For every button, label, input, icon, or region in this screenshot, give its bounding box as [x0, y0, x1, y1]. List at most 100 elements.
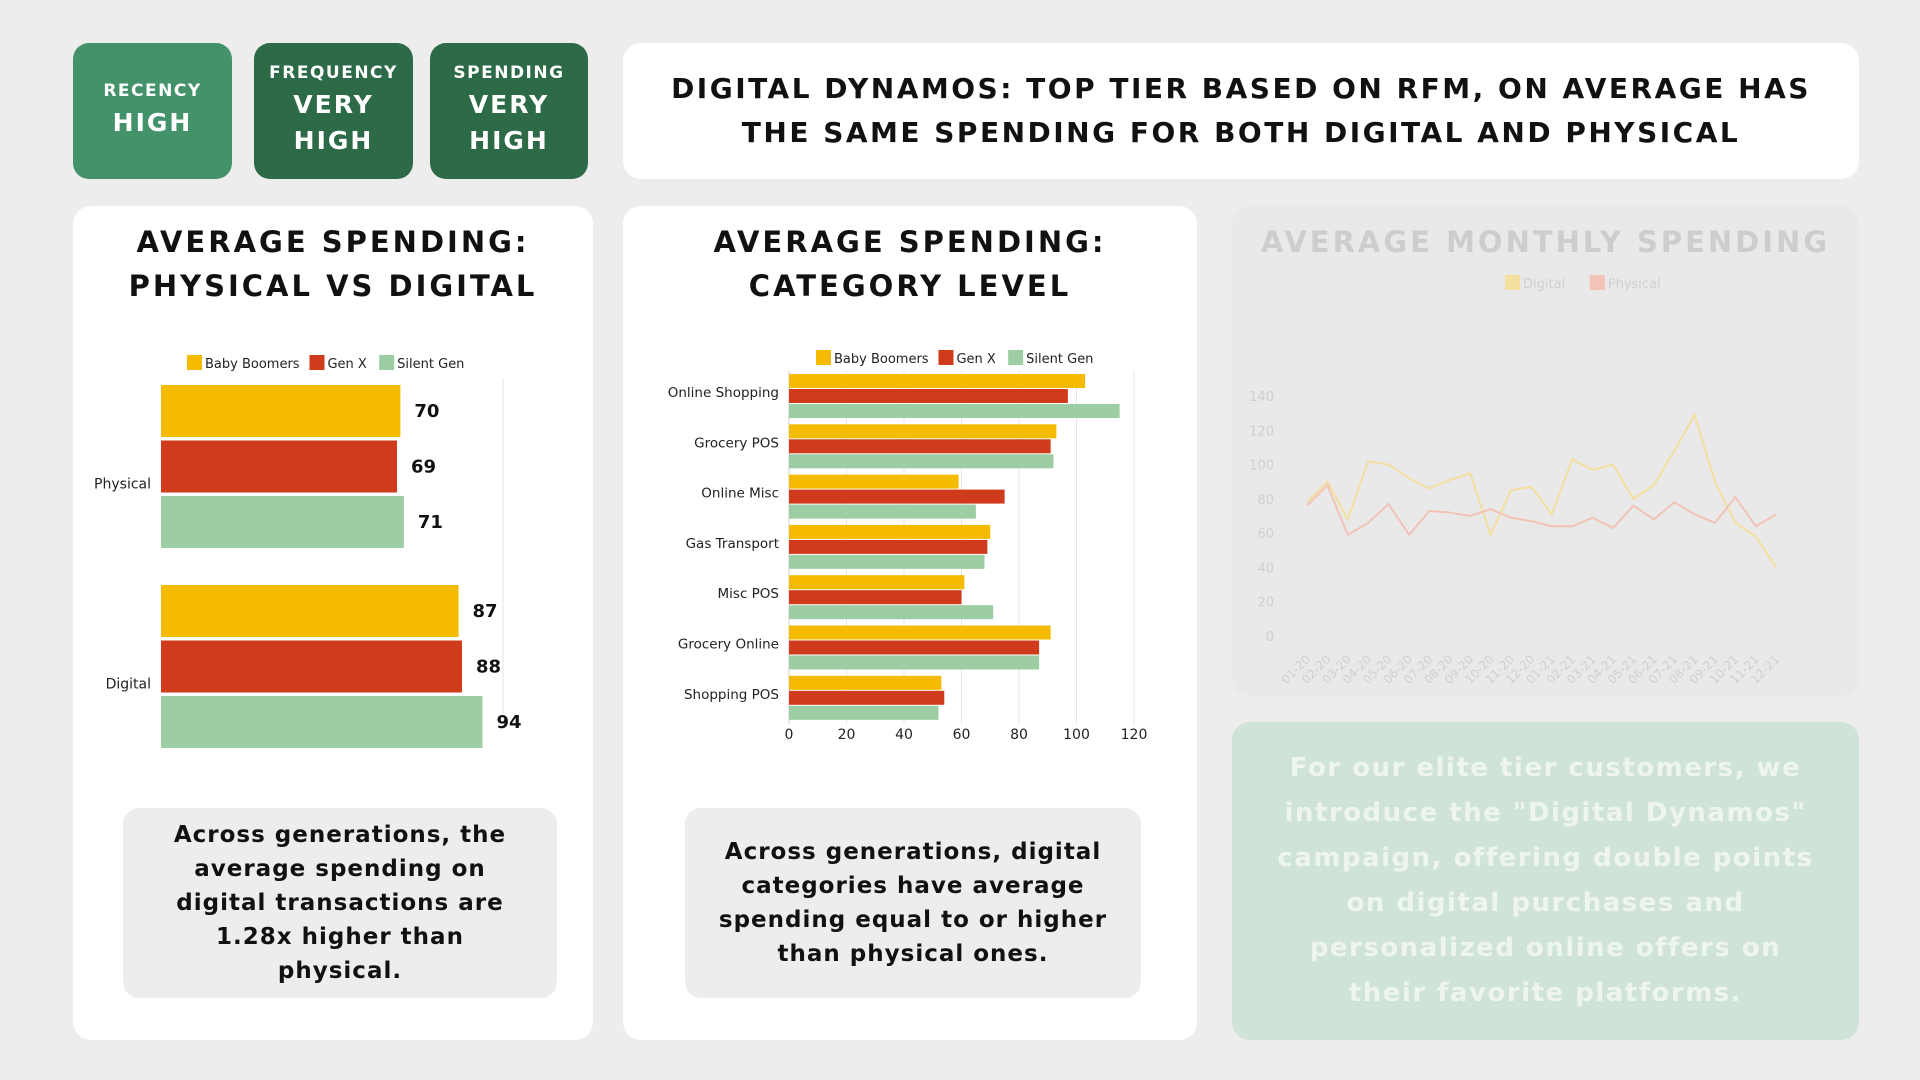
chart2-bar-misc-pos-baby-boomers: [789, 575, 965, 590]
headline-card: DIGITAL DYNAMOS: TOP TIER BASED ON RFM, …: [623, 43, 1859, 179]
chart3-legend-swatch-digital: [1505, 275, 1520, 290]
campaign-card: For our elite tier customers, we introdu…: [1232, 722, 1859, 1040]
chart3-y-tick-label: 140: [1249, 390, 1274, 405]
frequency-badge: FREQUENCY VERY HIGH: [254, 43, 413, 179]
chart2-x-tick-label: 80: [1010, 727, 1028, 743]
chart2-bar-grocery-pos-baby-boomers: [789, 424, 1057, 439]
category-level-note-text: Across generations, digital categories h…: [718, 839, 1108, 967]
chart2-bar-grocery-pos-gen-x: [789, 439, 1051, 454]
chart3-y-tick-label: 40: [1257, 561, 1274, 576]
chart2-bar-online-shopping-silent-gen: [789, 404, 1120, 418]
chart2-x-tick-label: 40: [895, 727, 913, 743]
chart2-legend-swatch-gen-x: [938, 350, 954, 365]
chart2-bar-grocery-online-gen-x: [789, 640, 1040, 655]
category-level-chart: Baby Boomers Gen X Silent Gen 0 20 40 60 80 100 1…: [668, 350, 1148, 743]
chart1-category-label-physical: Physical: [94, 477, 151, 493]
chart3-y-tick-label: 100: [1249, 459, 1274, 474]
chart1-bar-physical-gen-x: [161, 440, 397, 493]
chart1-legend-label-gen-x: Gen X: [327, 357, 366, 372]
recency-value: HIGH: [112, 108, 193, 137]
spending-value: VERY HIGH: [468, 90, 550, 155]
chart2-category-label-grocery-pos: Grocery POS: [694, 435, 779, 451]
recency-label: RECENCY: [103, 81, 202, 101]
chart1-legend-label-baby-boomers: Baby Boomers: [205, 357, 300, 372]
physical-vs-digital-card: AVERAGE SPENDING: PHYSICAL VS DIGITAL Ba…: [73, 206, 593, 1040]
chart2-category-label-online-misc: Online Misc: [701, 486, 779, 502]
chart1-data-label-physical-gen-x: 69: [411, 457, 436, 478]
chart2-x-tick-label: 60: [953, 727, 971, 743]
category-level-card: AVERAGE SPENDING: CATEGORY LEVEL Baby Bo…: [623, 206, 1197, 1040]
chart1-bar-digital-baby-boomers: [161, 585, 459, 637]
chart2-legend-label-gen-x: Gen X: [956, 352, 995, 367]
chart2-bar-online-shopping-baby-boomers: [789, 374, 1086, 388]
chart1-legend-swatch-baby-boomers: [187, 355, 202, 370]
physical-vs-digital-note-text: Across generations, the average spending…: [173, 822, 507, 984]
chart1-category-label-digital: Digital: [106, 677, 151, 693]
chart2-bar-gas-transport-gen-x: [789, 539, 988, 554]
chart3-series-line-digital: [1306, 412, 1778, 568]
headline-text: DIGITAL DYNAMOS: TOP TIER BASED ON RFM, …: [671, 72, 1811, 149]
chart2-bar-gas-transport-silent-gen: [789, 554, 985, 569]
chart2-category-label-online-shopping: Online Shopping: [668, 385, 779, 401]
frequency-label: FREQUENCY: [269, 63, 398, 83]
recency-badge: RECENCY HIGH: [73, 43, 232, 179]
chart2-bar-gas-transport-baby-boomers: [789, 524, 991, 539]
chart1-bar-physical-silent-gen: [161, 496, 404, 548]
chart2-bar-online-misc-silent-gen: [789, 504, 976, 519]
chart3-y-tick-label: 120: [1249, 424, 1274, 439]
chart2-bar-grocery-online-baby-boomers: [789, 625, 1051, 640]
monthly-spending-card: AVERAGE MONTHLY SPENDING Digital Physical…: [1232, 206, 1859, 696]
frequency-value: VERY HIGH: [293, 90, 374, 155]
chart1-legend-swatch-gen-x: [309, 355, 325, 370]
chart2-bar-grocery-pos-silent-gen: [789, 454, 1054, 469]
chart2-category-label-shopping-pos: Shopping POS: [684, 687, 779, 703]
chart2-category-label-grocery-online: Grocery Online: [678, 637, 779, 653]
chart2-bar-misc-pos-gen-x: [789, 590, 962, 605]
chart1-bar-physical-baby-boomers: [161, 385, 401, 437]
physical-vs-digital-chart: Baby Boomers Gen X Silent Gen Physical 70 69 7…: [94, 355, 522, 748]
chart1-data-label-physical-baby-boomers: 70: [414, 401, 439, 422]
chart3-legend-swatch-physical: [1589, 275, 1605, 290]
chart2-legend-label-baby-boomers: Baby Boomers: [834, 352, 929, 367]
chart1-legend-label-silent-gen: Silent Gen: [397, 357, 464, 372]
chart2-x-tick-label: 120: [1121, 727, 1148, 743]
chart2-bar-grocery-online-silent-gen: [789, 655, 1040, 670]
chart2-bar-shopping-pos-gen-x: [789, 690, 945, 705]
chart2-bar-misc-pos-silent-gen: [789, 605, 994, 620]
chart1-data-label-digital-baby-boomers: 87: [473, 601, 498, 622]
chart2-bar-online-misc-gen-x: [789, 489, 1005, 504]
chart3-y-tick-label: 20: [1257, 596, 1274, 611]
chart2-legend-swatch-silent-gen: [1008, 350, 1024, 365]
campaign-text: For our elite tier customers, we introdu…: [1277, 753, 1814, 1008]
category-level-note: Across generations, digital categories h…: [685, 808, 1141, 998]
chart2-legend-label-silent-gen: Silent Gen: [1026, 352, 1093, 367]
chart2-x-tick-label: 0: [785, 727, 794, 743]
chart1-data-label-digital-silent-gen: 94: [496, 712, 521, 733]
spending-badge: SPENDING VERY HIGH: [430, 43, 588, 179]
chart1-data-label-physical-silent-gen: 71: [418, 512, 443, 533]
chart1-data-label-digital-gen-x: 88: [476, 657, 501, 678]
chart2-bar-online-shopping-gen-x: [789, 389, 1068, 403]
chart3-y-tick-label: 80: [1257, 493, 1274, 508]
chart2-legend-swatch-baby-boomers: [816, 350, 831, 365]
physical-vs-digital-title: AVERAGE SPENDING: PHYSICAL VS DIGITAL: [128, 225, 538, 303]
chart3-legend-label-physical: Physical: [1608, 277, 1661, 292]
chart2-bar-shopping-pos-baby-boomers: [789, 675, 942, 690]
chart2-category-label-gas-transport: Gas Transport: [686, 536, 779, 552]
chart3-y-tick-label: 0: [1266, 630, 1274, 645]
chart1-legend-swatch-silent-gen: [379, 355, 395, 370]
chart2-bar-shopping-pos-silent-gen: [789, 705, 939, 720]
chart3-series-line-physical: [1306, 483, 1777, 537]
monthly-spending-title: AVERAGE MONTHLY SPENDING: [1260, 225, 1831, 259]
category-level-title: AVERAGE SPENDING: CATEGORY LEVEL: [713, 225, 1107, 303]
monthly-spending-chart: Digital Physical02040608010012014001-2002…: [1249, 275, 1782, 687]
chart3-legend-label-digital: Digital: [1523, 277, 1565, 292]
chart2-x-tick-label: 100: [1063, 727, 1090, 743]
spending-label: SPENDING: [453, 63, 565, 83]
chart2-bar-online-misc-baby-boomers: [789, 474, 959, 489]
chart3-y-tick-label: 60: [1257, 527, 1274, 542]
physical-vs-digital-note: Across generations, the average spending…: [123, 808, 557, 998]
chart2-category-label-misc-pos: Misc POS: [718, 586, 779, 602]
chart2-x-tick-label: 20: [838, 727, 856, 743]
chart1-bar-digital-gen-x: [161, 640, 462, 693]
